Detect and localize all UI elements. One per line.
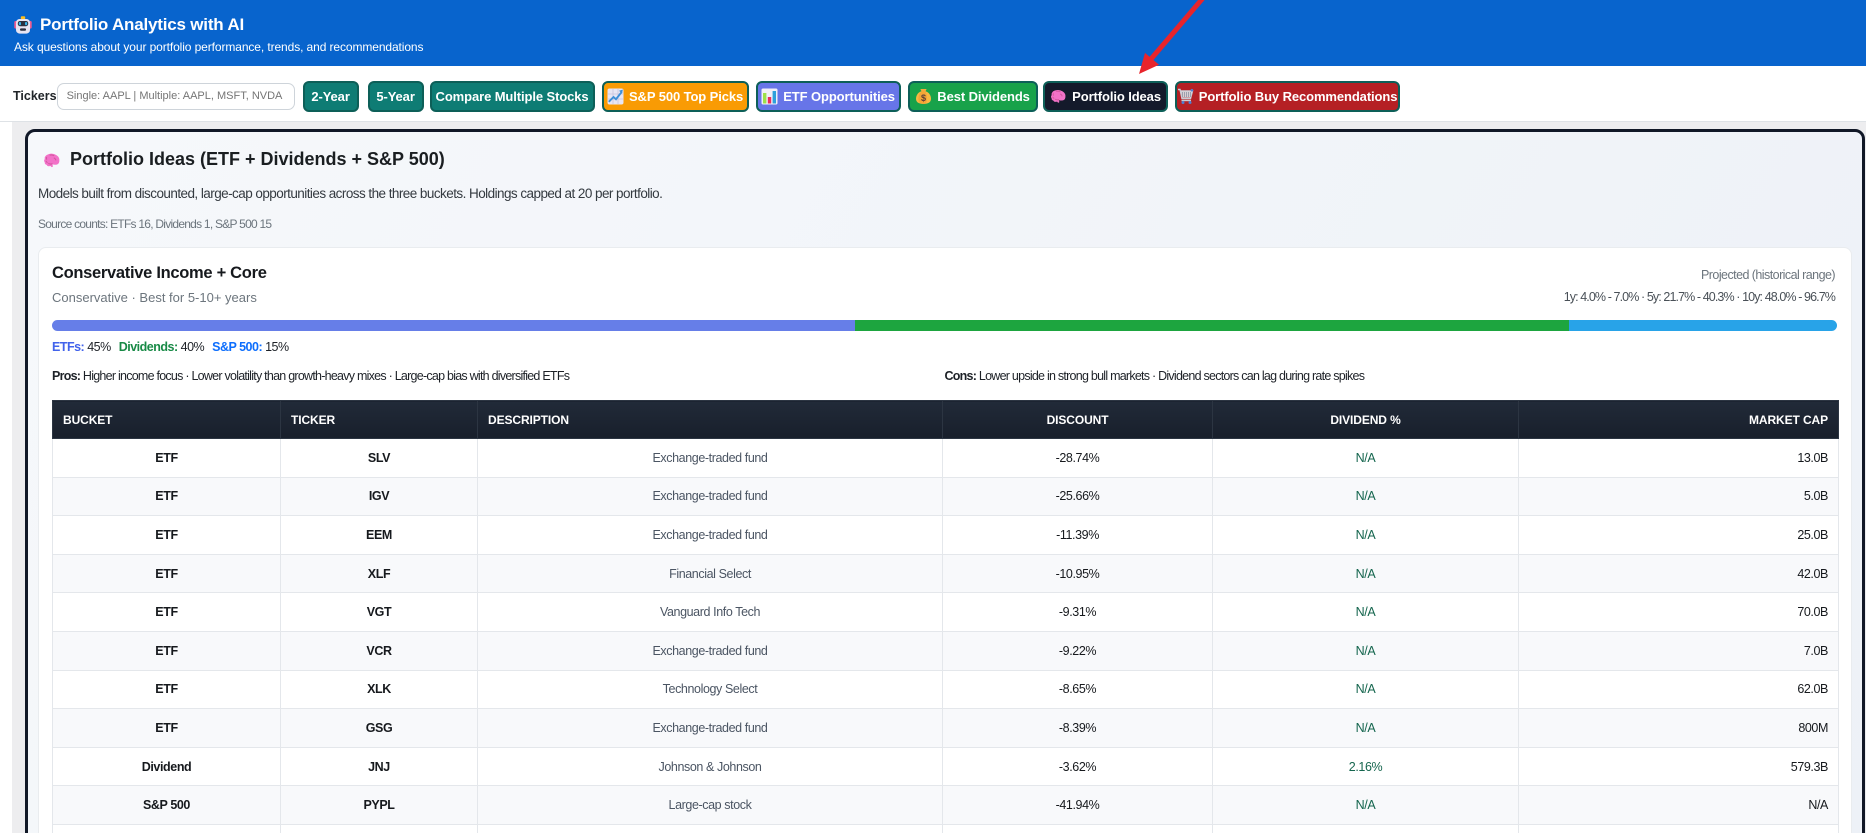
svg-text:$: $ (921, 93, 926, 103)
